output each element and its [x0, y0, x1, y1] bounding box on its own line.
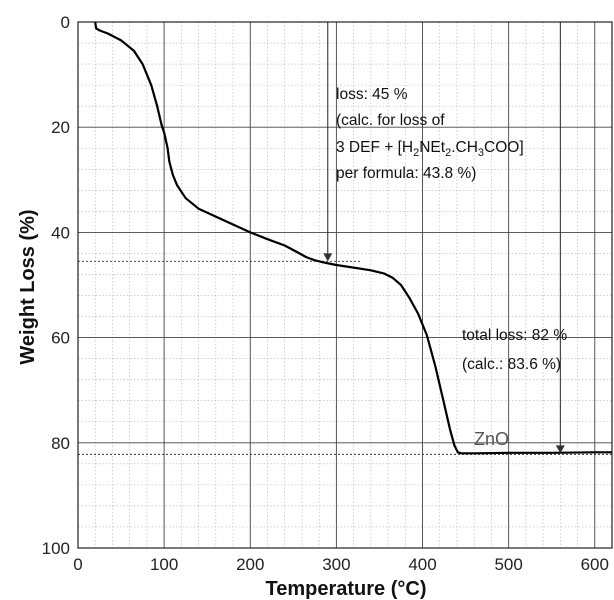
y-tick-label: 40: [51, 223, 70, 242]
arrow-head: [323, 253, 333, 262]
x-tick-labels: 0 100 200 300 400 500 600: [73, 555, 609, 574]
x-tick-label: 100: [150, 555, 178, 574]
x-tick-label: 200: [236, 555, 264, 574]
series-layer: [94, 21, 612, 455]
loss-annotation-line1: loss: 45 %: [336, 86, 408, 103]
loss-annotation-line3: 3 DEF + [H2NEt2.CH3COO]: [336, 139, 524, 159]
zno-residue-label: ZnO: [474, 429, 509, 449]
loss-annotation-line2: (calc. for loss of: [336, 112, 445, 129]
y-tick-label: 100: [42, 539, 70, 558]
y-tick-label: 20: [51, 118, 70, 137]
total-loss-line2: (calc.: 83.6 %): [462, 356, 561, 373]
x-tick-label: 500: [494, 555, 522, 574]
x-tick-label: 0: [73, 555, 82, 574]
plot-frame: [77, 21, 613, 549]
x-tick-label: 600: [581, 555, 609, 574]
x-tick-label: 400: [408, 555, 436, 574]
arrow-head: [555, 445, 565, 454]
y-tick-labels: 0 20 40 60 80 100: [42, 13, 70, 558]
y-tick-label: 80: [51, 434, 70, 453]
weight-loss-curve: [94, 21, 612, 455]
y-axis-title: Weight Loss (%): [17, 209, 39, 364]
total-loss-annotation: total loss: 82 % (calc.: 83.6 %): [462, 327, 567, 373]
x-axis-title: Temperature (°C): [266, 578, 427, 600]
plot-border: [77, 21, 613, 549]
loss-annotation-line4: per formula: 43.8 %): [336, 165, 476, 182]
total-loss-line1: total loss: 82 %: [462, 327, 567, 344]
y-tick-label: 60: [51, 329, 70, 348]
loss-annotation: loss: 45 % (calc. for loss of 3 DEF + [H…: [336, 86, 524, 182]
x-tick-label: 300: [322, 555, 350, 574]
y-tick-label: 0: [61, 13, 70, 32]
arrows-layer: [323, 22, 565, 454]
